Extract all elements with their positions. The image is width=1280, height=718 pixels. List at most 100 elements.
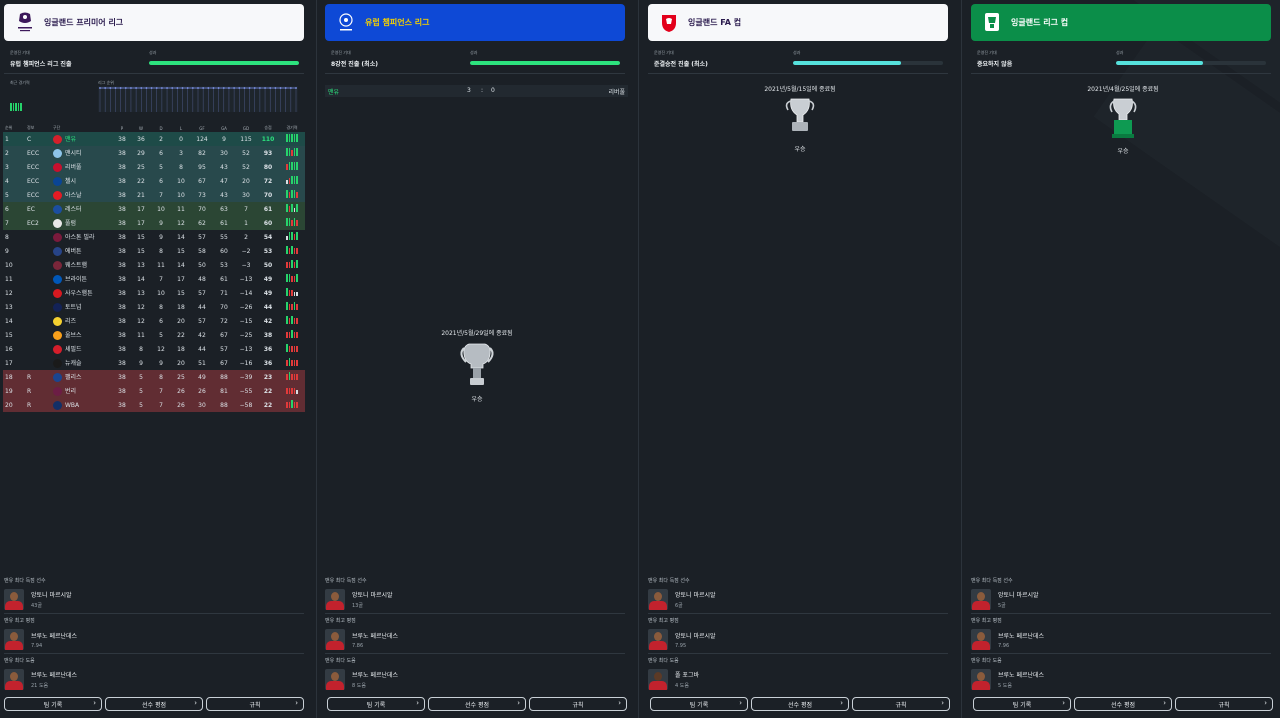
position-cell: 16 xyxy=(5,345,13,353)
lost-cell: 14 xyxy=(177,261,185,269)
best-rating-player[interactable]: 브루노 페르난데스 7.94 xyxy=(4,629,77,650)
rules-button[interactable]: 규칙 › xyxy=(1175,697,1273,711)
chevron-right-icon: › xyxy=(416,699,419,707)
table-row[interactable]: 11 브라이튼 38 14 7 17 48 61 −13 49 xyxy=(3,272,305,286)
info-cell xyxy=(25,314,51,328)
top-assist-player[interactable]: 브루노 페르난데스 21 도움 xyxy=(4,669,77,690)
team-cell[interactable]: 브라이튼 xyxy=(51,272,113,286)
team-cell[interactable]: 맨유 xyxy=(51,132,113,146)
expectation-label: 운영진 기대 xyxy=(977,50,997,55)
top-scorer-player[interactable]: 앙토니 마르시알 6골 xyxy=(648,589,716,610)
form-cell xyxy=(279,286,305,300)
player-ratings-button[interactable]: 선수 평점 › xyxy=(1074,697,1172,711)
table-row[interactable]: 5 ECC 아스날 38 21 7 10 73 43 30 70 xyxy=(3,188,305,202)
league-table-column-header[interactable]: W xyxy=(139,125,143,131)
table-row[interactable]: 2 ECC 맨시티 38 29 6 3 82 30 52 93 xyxy=(3,146,305,160)
best-rating-player[interactable]: 브루노 페르난데스 7.86 xyxy=(325,629,398,650)
team-cell[interactable]: 첼시 xyxy=(51,174,113,188)
league-table-column-header[interactable]: 경기력 xyxy=(286,125,298,130)
table-row[interactable]: 9 에버튼 38 15 8 15 58 60 −2 53 xyxy=(3,244,305,258)
table-row[interactable]: 16 셰필드 38 8 12 18 44 57 −13 36 xyxy=(3,342,305,356)
team-cell[interactable]: 맨시티 xyxy=(51,146,113,160)
team-cell[interactable]: 리즈 xyxy=(51,314,113,328)
team-cell[interactable]: 에버튼 xyxy=(51,244,113,258)
table-row[interactable]: 12 사우스햄튼 38 13 10 15 57 71 −14 49 xyxy=(3,286,305,300)
form-cell xyxy=(279,314,305,328)
table-row[interactable]: 10 웨스트햄 38 13 11 14 50 53 −3 50 xyxy=(3,258,305,272)
team-cell[interactable]: 사우스햄튼 xyxy=(51,286,113,300)
table-row[interactable]: 4 ECC 첼시 38 22 6 10 67 47 20 72 xyxy=(3,174,305,188)
team-cell[interactable]: 울브스 xyxy=(51,328,113,342)
league-table-column-header[interactable]: L xyxy=(179,125,183,131)
team-records-button[interactable]: 팀 기록 › xyxy=(973,697,1071,711)
league-table-column-header[interactable]: 정보 xyxy=(27,125,35,130)
rules-button[interactable]: 규칙 › xyxy=(529,697,627,711)
section-divider xyxy=(4,73,304,74)
team-records-button[interactable]: 팀 기록 › xyxy=(650,697,748,711)
position-cell: 15 xyxy=(5,331,13,339)
table-row[interactable]: 20 R WBA 38 5 7 26 30 88 −58 22 xyxy=(3,398,305,412)
player-ratings-button[interactable]: 선수 평점 › xyxy=(105,697,203,711)
competition-header[interactable]: 잉글랜드 리그 컵 xyxy=(971,4,1271,41)
league-table-column-header[interactable]: GD xyxy=(242,125,250,131)
top-assist-player[interactable]: 폴 포그바 4 도움 xyxy=(648,669,699,690)
league-table-column-header[interactable]: D xyxy=(159,125,163,131)
player-ratings-button[interactable]: 선수 평점 › xyxy=(428,697,526,711)
won-cell: 11 xyxy=(137,331,145,339)
best-rating-player[interactable]: 브루노 페르난데스 7.96 xyxy=(971,629,1044,650)
team-cell[interactable]: 뉴캐슬 xyxy=(51,356,113,370)
team-cell[interactable]: 웨스트햄 xyxy=(51,258,113,272)
rules-button[interactable]: 규칙 › xyxy=(206,697,304,711)
table-row[interactable]: 3 ECC 리버풀 38 25 5 8 95 43 52 80 xyxy=(3,160,305,174)
lost-cell: 18 xyxy=(177,303,185,311)
team-cell[interactable]: 아스톤 빌라 xyxy=(51,230,113,244)
player-avatar xyxy=(4,629,24,650)
rules-button[interactable]: 규칙 › xyxy=(852,697,950,711)
league-table-column-header[interactable]: 구단 xyxy=(53,125,61,130)
table-row[interactable]: 19 R 번리 38 5 7 26 26 81 −55 22 xyxy=(3,384,305,398)
player-name: 폴 포그바 xyxy=(675,672,699,679)
table-row[interactable]: 13 토트넘 38 12 8 18 44 70 −26 44 xyxy=(3,300,305,314)
goal-difference-cell: −26 xyxy=(239,303,253,311)
team-records-button[interactable]: 팀 기록 › xyxy=(4,697,102,711)
table-row[interactable]: 6 EC 레스터 38 17 10 11 70 63 7 61 xyxy=(3,202,305,216)
competition-header[interactable]: 잉글랜드 FA 컵 xyxy=(648,4,948,41)
table-row[interactable]: 7 EC2 풀럼 38 17 9 12 62 61 1 60 xyxy=(3,216,305,230)
top-scorer-player[interactable]: 앙토니 마르시알 13골 xyxy=(325,589,393,610)
team-cell[interactable]: 번리 xyxy=(51,384,113,398)
expectation-label: 운영진 기대 xyxy=(331,50,351,55)
team-cell[interactable]: 셰필드 xyxy=(51,342,113,356)
goals-against-cell: 70 xyxy=(220,303,228,311)
player-ratings-button[interactable]: 선수 평점 › xyxy=(751,697,849,711)
league-table-column-header[interactable]: 순위 xyxy=(5,125,13,130)
competition-header[interactable]: 잉글랜드 프리미어 리그 xyxy=(4,4,304,41)
table-row[interactable]: 1 C 맨유 38 36 2 0 124 9 115 110 xyxy=(3,132,305,146)
league-table-column-header[interactable]: 승점 xyxy=(264,125,272,130)
best-rating-player[interactable]: 앙토니 마르시알 7.95 xyxy=(648,629,716,650)
table-row[interactable]: 18 R 팰리스 38 5 8 25 49 88 −39 23 xyxy=(3,370,305,384)
top-assist-player[interactable]: 브루노 페르난데스 8 도움 xyxy=(325,669,398,690)
top-scorer-player[interactable]: 앙토니 마르시알 5골 xyxy=(971,589,1039,610)
league-table-column-header[interactable]: GF xyxy=(199,125,205,131)
league-table-column-header[interactable]: P xyxy=(120,125,124,131)
table-row[interactable]: 17 뉴캐슬 38 9 9 20 51 67 −16 36 xyxy=(3,356,305,370)
league-table-column-header[interactable]: GA xyxy=(221,125,227,131)
team-name: 웨스트햄 xyxy=(65,262,88,269)
match-result-row[interactable]: 맨유 3 : 0 리버풀 xyxy=(325,85,628,97)
goal-difference-cell: 7 xyxy=(235,202,257,216)
table-row[interactable]: 14 리즈 38 12 6 20 57 72 −15 42 xyxy=(3,314,305,328)
team-cell[interactable]: 아스날 xyxy=(51,188,113,202)
team-cell[interactable]: 레스터 xyxy=(51,202,113,216)
top-assist-player[interactable]: 브루노 페르난데스 5 도움 xyxy=(971,669,1044,690)
table-row[interactable]: 15 울브스 38 11 5 22 42 67 −25 38 xyxy=(3,328,305,342)
team-cell[interactable]: 토트넘 xyxy=(51,300,113,314)
top-scorer-player[interactable]: 앙토니 마르시알 43골 xyxy=(4,589,72,610)
team-cell[interactable]: WBA xyxy=(51,398,113,412)
team-records-button[interactable]: 팀 기록 › xyxy=(327,697,425,711)
table-row[interactable]: 8 아스톤 빌라 38 15 9 14 57 55 2 54 xyxy=(3,230,305,244)
club-crest-icon xyxy=(53,247,62,256)
team-cell[interactable]: 풀럼 xyxy=(51,216,113,230)
team-cell[interactable]: 팰리스 xyxy=(51,370,113,384)
competition-header[interactable]: 유럽 챔피언스 리그 xyxy=(325,4,625,41)
team-cell[interactable]: 리버풀 xyxy=(51,160,113,174)
